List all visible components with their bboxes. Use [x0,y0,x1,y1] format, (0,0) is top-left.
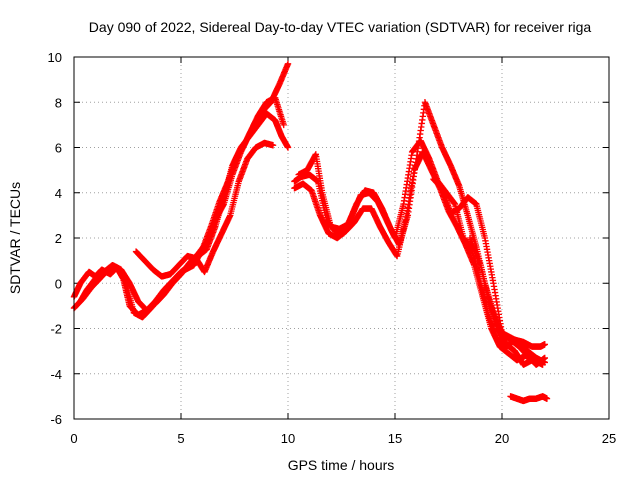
series-trace-5 [291,137,548,350]
x-tick-label: 20 [495,431,509,446]
data-point [543,395,551,402]
y-tick-label: -6 [50,412,62,427]
data-marks [70,60,551,405]
x-tick-label: 25 [602,431,616,446]
x-axis-label: GPS time / hours [288,457,395,473]
data-point [541,341,548,348]
y-axis-label: SDTVAR / TECUs [7,182,23,294]
x-tick-label: 10 [281,431,295,446]
x-tick-label: 5 [177,431,184,446]
y-tick-label: -2 [50,322,62,337]
chart-title: Day 090 of 2022, Sidereal Day-to-day VTE… [89,19,592,35]
x-tick-label: 0 [70,431,77,446]
y-tick-label: 6 [55,141,62,156]
y-tick-label: -4 [50,367,62,382]
series-trace-7 [295,99,548,368]
y-tick-label: 0 [55,276,62,291]
y-tick-label: 10 [48,50,62,65]
series-trace-4 [132,139,277,280]
data-point [284,144,292,151]
series-trace-3 [77,94,287,314]
series-trace-9 [466,234,544,368]
plot-frame [73,56,610,420]
y-tick-label: 2 [55,231,62,246]
y-tick-label: 8 [55,95,62,110]
data-point [269,142,277,149]
series-trace-8 [430,175,548,366]
x-tick-label: 15 [388,431,402,446]
data-point [280,121,287,129]
data-point [284,60,292,67]
series-trace-10 [507,393,551,405]
data-point [537,359,544,366]
y-tick-label: 4 [55,186,62,201]
tick-labels: 0 5 10 15 20 25 -6 -4 -2 0 2 4 6 8 10 [48,50,617,446]
